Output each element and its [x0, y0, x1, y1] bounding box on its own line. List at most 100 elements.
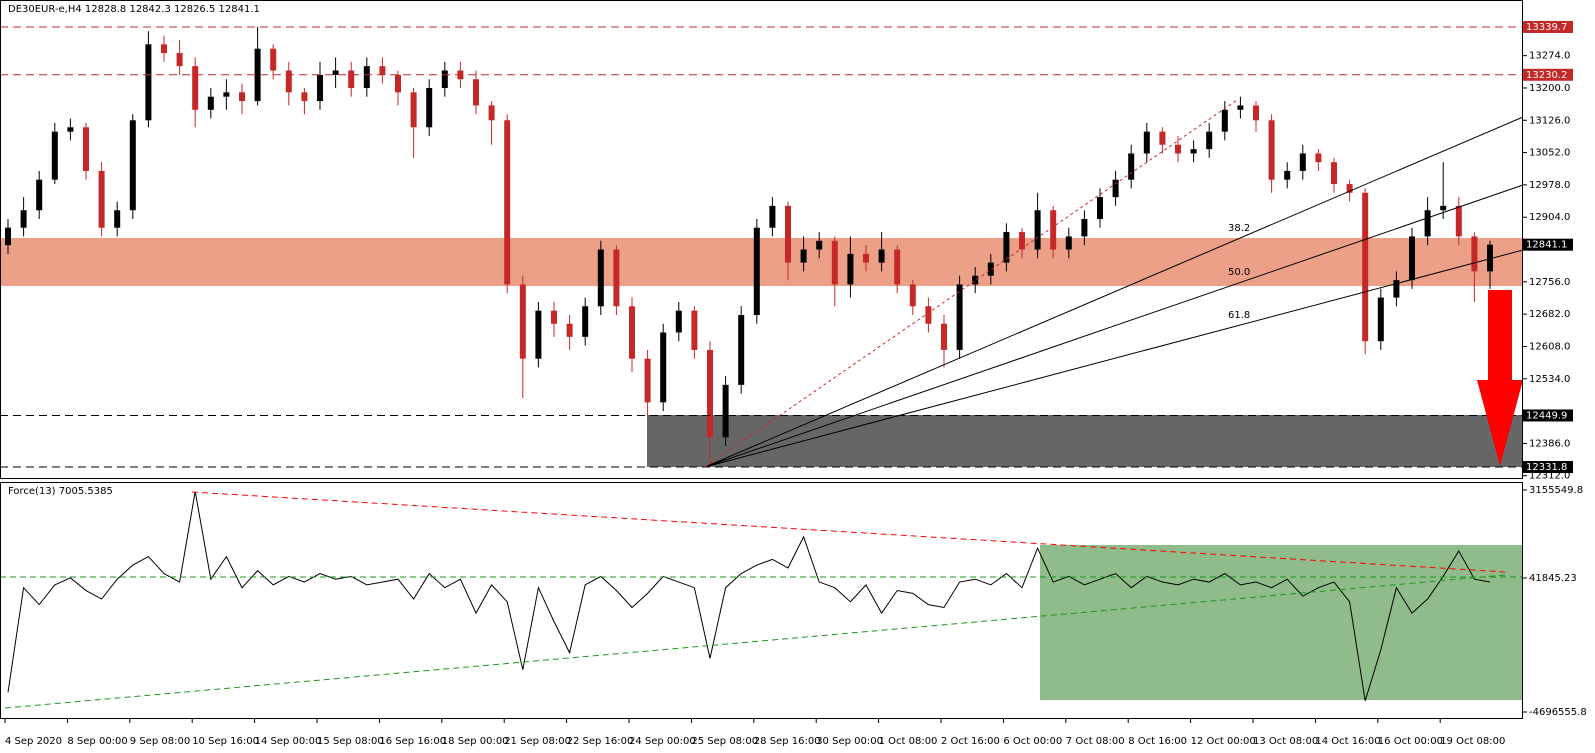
candle-body: [519, 284, 526, 359]
y-tick-label: 12534.0: [1529, 374, 1570, 385]
candle-body: [473, 79, 479, 106]
candle-body: [1284, 170, 1291, 180]
candle-body: [1424, 210, 1431, 237]
x-tick-label: 1 Oct 08:00: [879, 736, 938, 747]
candle-body: [5, 227, 11, 246]
candle-body: [1253, 105, 1259, 121]
force-zone: [1040, 545, 1523, 700]
candle-body: [504, 120, 511, 285]
fib-label: 38.2: [1228, 223, 1250, 234]
candle-body: [301, 92, 308, 102]
y-tick-label: 13274.0: [1529, 51, 1570, 62]
x-tick-label: 24 Sep 00:00: [629, 736, 696, 747]
candle-body: [582, 306, 589, 337]
x-tick-label: 16 Oct 00:00: [1378, 736, 1443, 747]
main-frame: [0, 0, 1523, 479]
price-label: 13230.2: [1526, 70, 1567, 81]
candle-body: [941, 323, 947, 350]
x-tick-label: 15 Sep 08:00: [317, 736, 384, 747]
candle-body: [410, 92, 417, 128]
candle-body: [114, 210, 121, 228]
x-tick-label: 28 Sep 16:00: [754, 736, 821, 747]
annotations-back: [0, 238, 1523, 700]
candle-body: [707, 349, 713, 438]
candle-body: [566, 323, 573, 337]
candle-body: [1487, 244, 1493, 272]
chart-title: DE30EUR-e,H4 12828.8 12842.3 12826.5 128…: [8, 4, 260, 15]
x-tick-label: 9 Sep 08:00: [130, 736, 190, 747]
x-tick-label: 18 Sep 00:00: [442, 736, 509, 747]
y-tick-label: 12608.0: [1529, 341, 1570, 352]
candle-body: [1331, 162, 1337, 185]
candle-body: [878, 249, 885, 263]
candle-body: [239, 92, 245, 102]
candle-body: [1268, 120, 1275, 180]
candle-body: [83, 127, 89, 171]
candle-body: [1362, 192, 1369, 342]
force-frame: [0, 482, 1523, 719]
candle-body: [863, 253, 869, 263]
candle-body: [597, 249, 604, 307]
candle-body: [925, 306, 932, 324]
candle-body: [691, 310, 698, 350]
candle-body: [1471, 236, 1478, 272]
x-tick-label: 2 Oct 16:00: [941, 736, 1000, 747]
x-tick-label: 8 Sep 00:00: [67, 736, 127, 747]
resistance-zone: [0, 238, 1523, 286]
candle-body: [1159, 131, 1166, 145]
price-label: 12331.8: [1526, 462, 1567, 473]
candle-body: [488, 105, 495, 121]
candle-body: [1019, 232, 1025, 250]
force-line: [7, 491, 1491, 701]
candle-body: [254, 48, 261, 102]
candle-body: [629, 306, 635, 359]
candle-body: [1237, 105, 1244, 110]
marks: 13274.0 13200.0 13126.0 13052.0 12978.0 12904…: [0, 20, 1587, 747]
y-tick-label: 3155549.8: [1529, 485, 1583, 496]
candle-body: [1190, 149, 1197, 154]
price-label-bg: [1523, 68, 1573, 81]
candle-body: [535, 310, 542, 359]
candle-body: [738, 315, 745, 385]
candle-body: [332, 70, 339, 75]
candle-body: [1206, 131, 1213, 150]
price-label: 13339.7: [1526, 22, 1567, 33]
price-label: 12841.1: [1526, 240, 1567, 251]
x-tick-label: 12 Oct 00:00: [1191, 736, 1256, 747]
candle-body: [1315, 153, 1322, 163]
candle-body: [1346, 184, 1353, 193]
candle-body: [769, 205, 776, 228]
fib-fan-line: [704, 116, 1524, 468]
y-tick-label: 12756.0: [1529, 277, 1570, 288]
candle-body: [753, 227, 760, 316]
x-tick-label: 25 Sep 08:00: [691, 736, 758, 747]
x-tick-label: 30 Sep 00:00: [816, 736, 883, 747]
force-trendline: [4, 574, 1506, 709]
x-tick-label: 8 Oct 16:00: [1128, 736, 1187, 747]
candle-body: [348, 70, 355, 88]
x-tick-label: 14 Oct 16:00: [1315, 736, 1380, 747]
candle-body: [816, 240, 823, 250]
candle-body: [972, 275, 979, 285]
candle-body: [909, 284, 916, 307]
candle-body: [1393, 280, 1400, 298]
candle-body: [1081, 218, 1088, 237]
candle-body: [644, 358, 651, 403]
candle-body: [1299, 153, 1306, 171]
candle-body: [1065, 236, 1072, 250]
candle-body: [67, 127, 74, 132]
down-arrow: [1477, 290, 1523, 466]
candle-body: [987, 262, 994, 276]
candle-body: [1050, 210, 1057, 250]
candle-body: [441, 70, 448, 88]
candle-body: [426, 87, 433, 128]
y-tick-label: -4696555.8: [1529, 707, 1587, 718]
fib-label: 50.0: [1228, 267, 1250, 278]
candle-body: [1128, 153, 1135, 180]
annotations-front: 38.2 50.0 61.8 DE30EUR-e,H4 12828.8 1284…: [0, 0, 1524, 719]
candle-body: [1003, 232, 1010, 263]
x-tick-label: 21 Sep 08:00: [504, 736, 571, 747]
fib-fan-line: [704, 249, 1524, 468]
y-tick-label: 12312.0: [1529, 471, 1570, 482]
candle-body: [785, 205, 791, 263]
